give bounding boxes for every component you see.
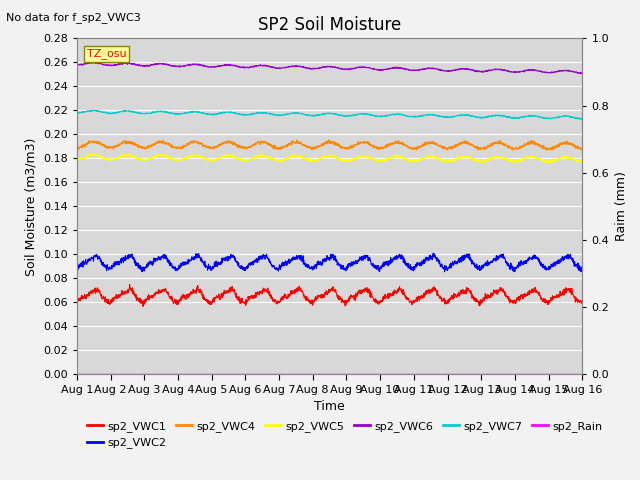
sp2_VWC4: [293, 137, 301, 143]
sp2_VWC1: [306, 300, 314, 306]
sp2_Rain: [564, 372, 572, 377]
sp2_Rain: [564, 372, 572, 377]
sp2_VWC7: [306, 112, 314, 118]
sp2_VWC6: [319, 64, 327, 70]
sp2_VWC2: [472, 264, 479, 270]
sp2_VWC4: [564, 142, 572, 147]
sp2_VWC2: [429, 251, 437, 256]
Line: sp2_VWC1: sp2_VWC1: [77, 285, 582, 306]
sp2_VWC4: [471, 145, 479, 151]
sp2_VWC2: [441, 269, 449, 275]
X-axis label: Time: Time: [314, 400, 345, 413]
sp2_Rain: [305, 372, 313, 377]
sp2_VWC5: [543, 160, 550, 166]
sp2_VWC5: [319, 154, 327, 160]
sp2_VWC1: [73, 299, 81, 305]
sp2_VWC7: [564, 113, 572, 119]
sp2_VWC6: [579, 70, 586, 76]
sp2_VWC5: [73, 157, 81, 163]
sp2_Rain: [579, 372, 586, 377]
sp2_VWC5: [89, 151, 97, 156]
Line: sp2_VWC5: sp2_VWC5: [77, 154, 582, 163]
sp2_VWC6: [73, 62, 81, 68]
sp2_VWC4: [306, 144, 314, 149]
sp2_VWC5: [306, 157, 314, 163]
sp2_VWC2: [579, 265, 586, 271]
sp2_VWC1: [319, 293, 327, 299]
Line: sp2_VWC7: sp2_VWC7: [77, 110, 582, 119]
sp2_VWC4: [564, 140, 572, 146]
Text: TZ_osu: TZ_osu: [87, 48, 127, 60]
sp2_VWC2: [99, 262, 106, 268]
sp2_VWC7: [574, 116, 582, 122]
sp2_Rain: [73, 372, 81, 377]
sp2_Rain: [471, 372, 479, 377]
sp2_VWC5: [564, 156, 572, 161]
sp2_VWC5: [579, 158, 586, 164]
Line: sp2_VWC6: sp2_VWC6: [77, 62, 582, 74]
sp2_VWC1: [99, 295, 106, 301]
sp2_VWC1: [564, 287, 572, 293]
sp2_VWC5: [564, 154, 572, 160]
sp2_VWC2: [319, 261, 326, 266]
sp2_VWC1: [564, 287, 572, 292]
sp2_VWC6: [564, 67, 572, 73]
sp2_VWC1: [579, 300, 586, 306]
sp2_VWC7: [73, 110, 81, 116]
sp2_VWC2: [73, 267, 81, 273]
sp2_VWC6: [90, 60, 97, 65]
sp2_Rain: [99, 372, 106, 377]
Y-axis label: Soil Moisture (m3/m3): Soil Moisture (m3/m3): [24, 137, 37, 276]
Title: SP2 Soil Moisture: SP2 Soil Moisture: [258, 16, 401, 34]
sp2_VWC6: [578, 71, 586, 77]
sp2_VWC4: [319, 143, 327, 149]
sp2_VWC5: [471, 158, 479, 164]
sp2_VWC2: [564, 256, 572, 262]
sp2_VWC7: [99, 109, 107, 115]
sp2_VWC1: [126, 282, 134, 288]
sp2_VWC6: [306, 65, 314, 71]
sp2_VWC2: [305, 263, 313, 269]
sp2_VWC7: [319, 111, 327, 117]
sp2_VWC4: [509, 147, 517, 153]
Y-axis label: Raim (mm): Raim (mm): [615, 171, 628, 241]
sp2_VWC6: [471, 68, 479, 74]
Line: sp2_VWC2: sp2_VWC2: [77, 253, 582, 272]
sp2_VWC1: [472, 299, 479, 304]
sp2_VWC2: [564, 254, 572, 260]
Line: sp2_VWC4: sp2_VWC4: [77, 140, 582, 150]
sp2_VWC6: [564, 67, 572, 73]
Text: No data for f_sp2_VWC3: No data for f_sp2_VWC3: [6, 12, 141, 23]
sp2_VWC5: [99, 155, 107, 160]
sp2_VWC7: [471, 114, 479, 120]
sp2_VWC4: [73, 145, 81, 151]
sp2_Rain: [319, 372, 326, 377]
sp2_VWC4: [579, 147, 586, 153]
sp2_VWC1: [140, 303, 147, 309]
sp2_VWC7: [89, 107, 97, 113]
sp2_VWC4: [99, 141, 106, 147]
sp2_VWC7: [564, 113, 572, 119]
sp2_VWC6: [99, 62, 107, 68]
Legend: sp2_VWC1, sp2_VWC2, sp2_VWC4, sp2_VWC5, sp2_VWC6, sp2_VWC7, sp2_Rain: sp2_VWC1, sp2_VWC2, sp2_VWC4, sp2_VWC5, …: [83, 417, 607, 453]
sp2_VWC7: [579, 116, 586, 122]
